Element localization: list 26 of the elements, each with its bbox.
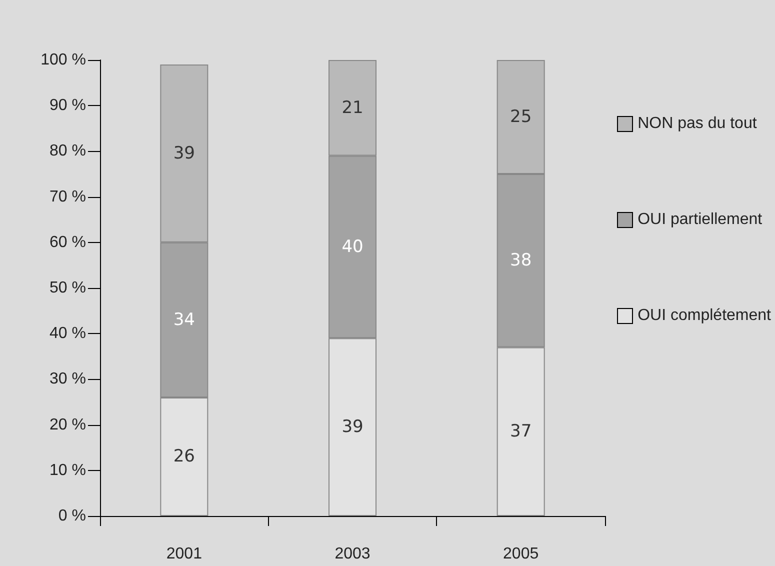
y-tick-label: 60 % <box>50 234 86 251</box>
legend-label: NON pas du tout <box>638 115 757 133</box>
data-label: 38 <box>510 250 532 271</box>
x-tick-label: 2003 <box>334 546 370 562</box>
y-tick-label: 100 % <box>40 52 86 68</box>
y-tick-label: 0 % <box>58 508 86 524</box>
y-tick-label: 40 % <box>50 325 86 342</box>
y-tick-label: 20 % <box>50 416 86 434</box>
legend-label: OUI partiellement <box>638 211 762 229</box>
x-tick-label: 2001 <box>166 546 202 562</box>
data-label: 37 <box>510 422 532 442</box>
y-tick-label: 70 % <box>50 188 86 206</box>
data-label: 21 <box>342 98 364 118</box>
y-tick-label: 50 % <box>50 280 86 296</box>
data-label: 39 <box>173 143 195 164</box>
text: OUI complétement <box>638 307 771 325</box>
data-label: 26 <box>173 446 195 467</box>
data-label: 39 <box>342 417 364 438</box>
x-tick-label: 2005 <box>503 546 539 562</box>
data-label: 40 <box>342 236 364 257</box>
y-tick-label: 80 % <box>50 142 86 160</box>
data-label: 25 <box>510 107 532 127</box>
y-tick-label: 30 % <box>50 370 86 388</box>
y-tick-label: 10 % <box>50 462 86 479</box>
y-tick-label: 90 % <box>50 97 86 114</box>
data-label: 34 <box>173 310 195 330</box>
